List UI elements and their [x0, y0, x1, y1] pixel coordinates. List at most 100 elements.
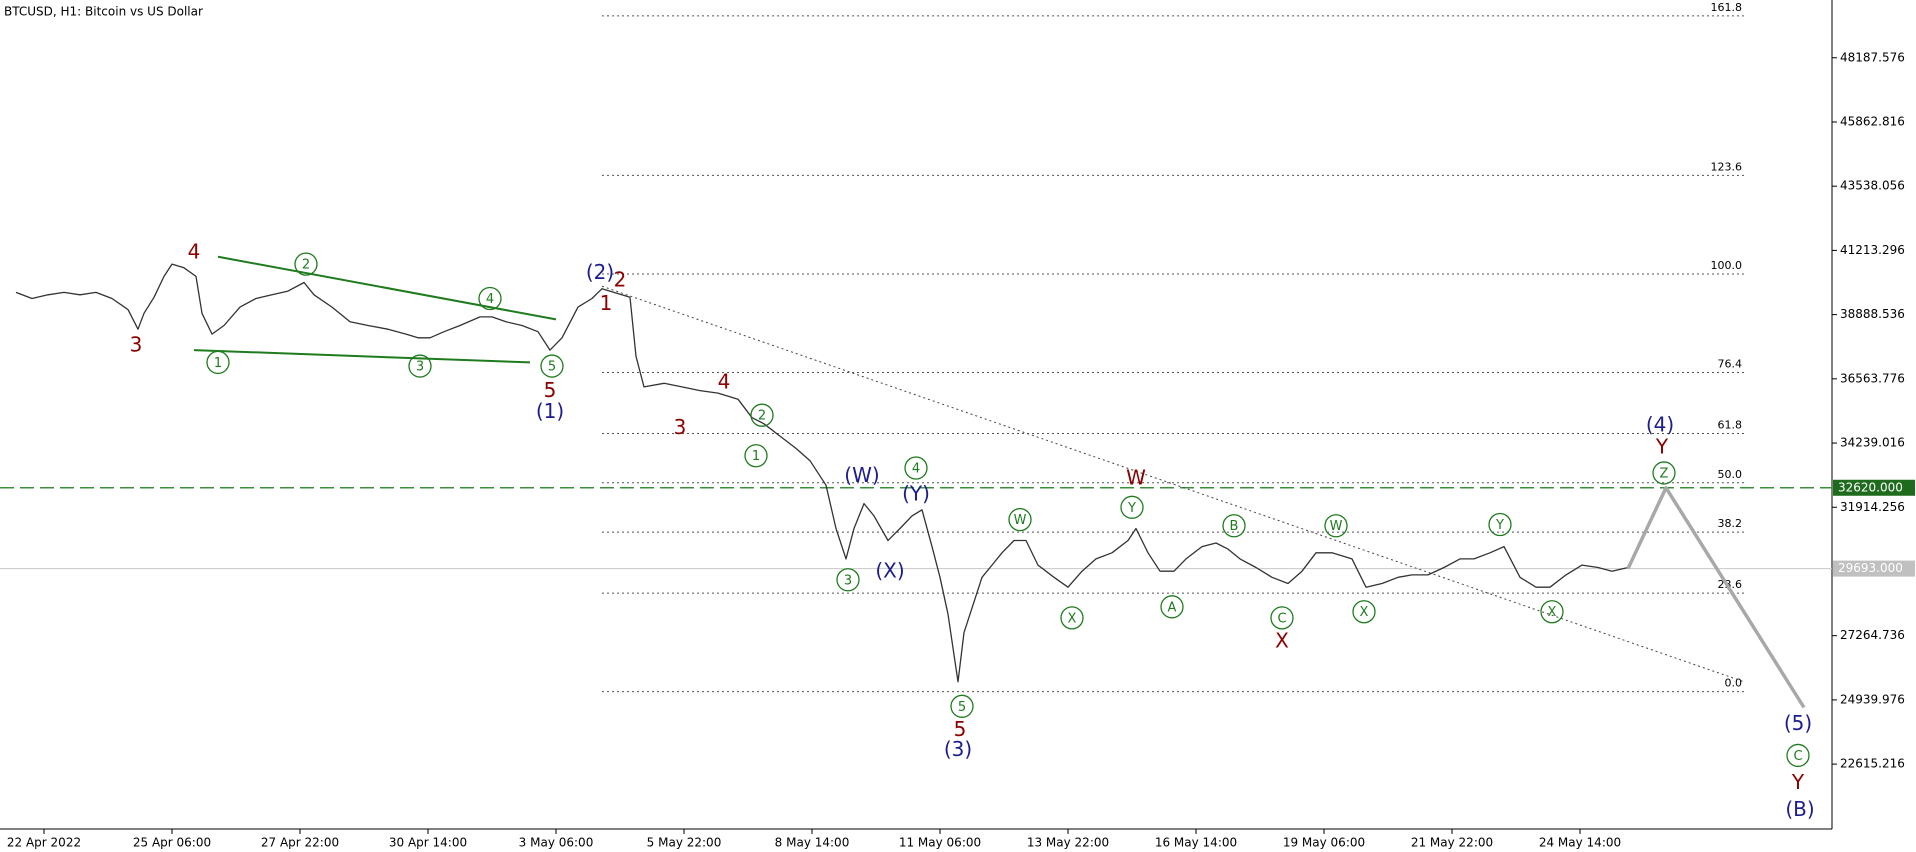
wave-label: 2	[302, 258, 310, 273]
wave-label: (4)	[1646, 413, 1674, 437]
x-tick-label: 8 May 14:00	[775, 836, 850, 850]
wave-label: 5	[954, 717, 967, 741]
y-tick-label: 36563.776	[1840, 371, 1905, 385]
fib-label: 61.8	[1718, 419, 1743, 432]
x-tick-label: 25 Apr 06:00	[133, 836, 211, 850]
wave-circle	[744, 444, 768, 468]
fib-label: 123.6	[1711, 160, 1743, 173]
fib-label: 50.0	[1718, 468, 1743, 481]
wave-circle	[1222, 514, 1246, 538]
wave-circle	[1540, 600, 1564, 624]
x-tick-label: 30 Apr 14:00	[389, 836, 467, 850]
wave-label: 4	[188, 239, 201, 263]
wave-label: (X)	[875, 559, 904, 583]
trend-line	[217, 255, 557, 321]
wave-label: (Y)	[902, 481, 930, 505]
wave-label: (B)	[1785, 797, 1814, 821]
wave-label: W	[1126, 465, 1146, 489]
fib-label: 76.4	[1718, 358, 1743, 371]
wave-label: 5	[544, 378, 557, 402]
wave-label: 3	[674, 415, 687, 439]
wave-label: C	[1793, 749, 1802, 764]
wave-label: Y	[1495, 518, 1504, 533]
y-tick-label: 45862.816	[1840, 114, 1905, 128]
fib-label: 161.8	[1711, 1, 1743, 14]
wave-circle	[1008, 507, 1032, 532]
wave-label: 3	[130, 333, 143, 357]
wave-label: W	[1014, 513, 1027, 528]
wave-circle	[1652, 461, 1676, 485]
y-tick-label: 31914.256	[1840, 500, 1905, 514]
wave-label: (3)	[944, 737, 972, 761]
trend-line	[601, 285, 1745, 683]
trend-line	[193, 349, 531, 364]
wave-label: Y	[1127, 501, 1136, 516]
fib-label: 100.0	[1711, 259, 1743, 272]
wave-label: 3	[416, 360, 424, 375]
price-line	[1626, 486, 1806, 709]
wave-circle	[1160, 595, 1184, 619]
y-tick-label: 22615.216	[1840, 757, 1905, 771]
wave-label: 4	[718, 370, 731, 394]
wave-label: A	[1168, 600, 1177, 615]
wave-circle	[836, 568, 860, 592]
wave-label: 5	[958, 700, 966, 715]
x-tick-label: 22 Apr 2022	[7, 836, 81, 850]
wave-label: C	[1277, 611, 1286, 626]
wave-circle	[1270, 606, 1294, 630]
wave-label: 5	[548, 360, 556, 375]
wave-circle	[1352, 600, 1376, 624]
wave-label: X	[1068, 611, 1077, 626]
wave-circle	[408, 354, 432, 378]
x-tick-label: 24 May 14:00	[1539, 836, 1621, 850]
x-tick-label: 11 May 06:00	[899, 836, 981, 850]
wave-label: Y	[1791, 770, 1805, 794]
wave-label: X	[1548, 605, 1557, 620]
x-tick-label: 21 May 22:00	[1411, 836, 1493, 850]
wave-label: Z	[1660, 466, 1669, 481]
wave-circle	[1324, 514, 1348, 538]
price-tag	[1833, 560, 1915, 577]
x-tick-label: 5 May 22:00	[647, 836, 722, 850]
x-tick-label: 3 May 06:00	[519, 836, 594, 850]
wave-circle	[1488, 512, 1512, 537]
wave-circle	[1120, 495, 1144, 519]
wave-label: 4	[912, 462, 920, 477]
wave-label: Y	[1655, 435, 1669, 459]
y-tick-label: 41213.296	[1840, 243, 1905, 257]
price-tag-label: 29693.000	[1838, 561, 1903, 575]
wave-circle	[206, 350, 230, 375]
price-tag-label: 32620.000	[1838, 480, 1903, 494]
wave-circle	[294, 252, 318, 276]
y-tick-label: 27264.736	[1840, 628, 1905, 642]
wave-label: 2	[614, 268, 627, 292]
wave-circle	[750, 403, 774, 427]
wave-label: 1	[752, 449, 760, 464]
price-line	[15, 263, 1629, 683]
fib-label: 0.0	[1725, 677, 1743, 690]
wave-label: (5)	[1784, 711, 1812, 735]
wave-circle	[540, 354, 564, 378]
y-tick-label: 38888.536	[1840, 307, 1905, 321]
y-tick-label: 48187.576	[1840, 50, 1905, 64]
wave-label: 2	[758, 409, 766, 424]
wave-circle	[904, 456, 928, 480]
x-tick-label: 27 Apr 22:00	[261, 836, 339, 850]
wave-circle	[1060, 606, 1084, 630]
wave-label: X	[1275, 629, 1289, 653]
chart-title: BTCUSD, H1: Bitcoin vs US Dollar	[4, 5, 203, 19]
wave-label: (2)	[586, 260, 614, 284]
wave-circle	[478, 286, 502, 311]
wave-label: X	[1360, 605, 1369, 620]
x-tick-label: 13 May 22:00	[1027, 836, 1109, 850]
wave-label: 4	[486, 292, 494, 307]
wave-label: W	[1330, 519, 1343, 534]
x-tick-label: 16 May 14:00	[1155, 836, 1237, 850]
y-tick-label: 24939.976	[1840, 692, 1905, 706]
wave-circle	[950, 694, 974, 718]
wave-label: (W)	[844, 463, 879, 487]
y-tick-label: 43538.056	[1840, 179, 1905, 193]
